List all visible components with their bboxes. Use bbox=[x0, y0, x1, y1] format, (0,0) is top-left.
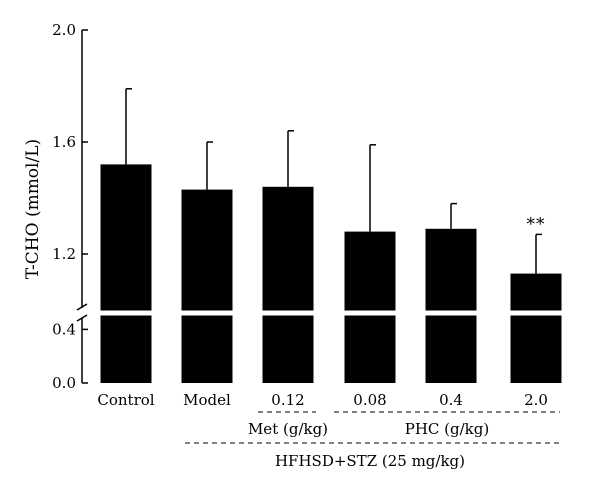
error-bars bbox=[125, 88, 542, 274]
axis-break-band bbox=[86, 310, 566, 316]
x-tick-labels: Control Model 0.12 0.08 0.4 2.0 bbox=[97, 391, 548, 409]
y-axis-label: T-CHO (mmol/L) bbox=[23, 139, 43, 279]
x-tick-label-5: 2.0 bbox=[524, 391, 548, 409]
bars bbox=[86, 164, 566, 383]
group-label-hfhsd: HFHSD+STZ (25 mg/kg) bbox=[275, 452, 465, 470]
bar-3 bbox=[344, 231, 396, 383]
bar-1 bbox=[181, 189, 233, 383]
group-label-phc: PHC (g/kg) bbox=[405, 420, 489, 438]
bar-0 bbox=[100, 164, 152, 383]
x-tick-label-1: Model bbox=[183, 391, 231, 409]
y-tick-label-upper-1: 1.6 bbox=[52, 133, 76, 151]
group-labels: Met (g/kg) PHC (g/kg) HFHSD+STZ (25 mg/kg) bbox=[185, 411, 560, 470]
x-tick-label-2: 0.12 bbox=[271, 391, 304, 409]
bar-4 bbox=[425, 228, 477, 383]
axis-break-mark-1 bbox=[76, 303, 88, 311]
x-tick-label-0: Control bbox=[97, 391, 154, 409]
y-tick-label-lower-0: 0.0 bbox=[52, 374, 76, 392]
y-axis: 1.2 1.6 2.0 0.0 0.4 bbox=[52, 21, 88, 392]
group-label-met: Met (g/kg) bbox=[248, 420, 328, 438]
bar-2 bbox=[262, 186, 314, 383]
y-tick-label-lower-1: 0.4 bbox=[52, 320, 76, 338]
significance-annotation-0: ** bbox=[527, 214, 546, 234]
x-tick-label-3: 0.08 bbox=[353, 391, 386, 409]
y-tick-label-upper-0: 1.2 bbox=[52, 245, 76, 263]
annotations: ** bbox=[527, 214, 546, 234]
bar-5 bbox=[510, 273, 562, 383]
y-tick-label-upper-2: 2.0 bbox=[52, 21, 76, 39]
x-tick-label-4: 0.4 bbox=[439, 391, 463, 409]
axis-break-mark-2 bbox=[76, 314, 88, 322]
